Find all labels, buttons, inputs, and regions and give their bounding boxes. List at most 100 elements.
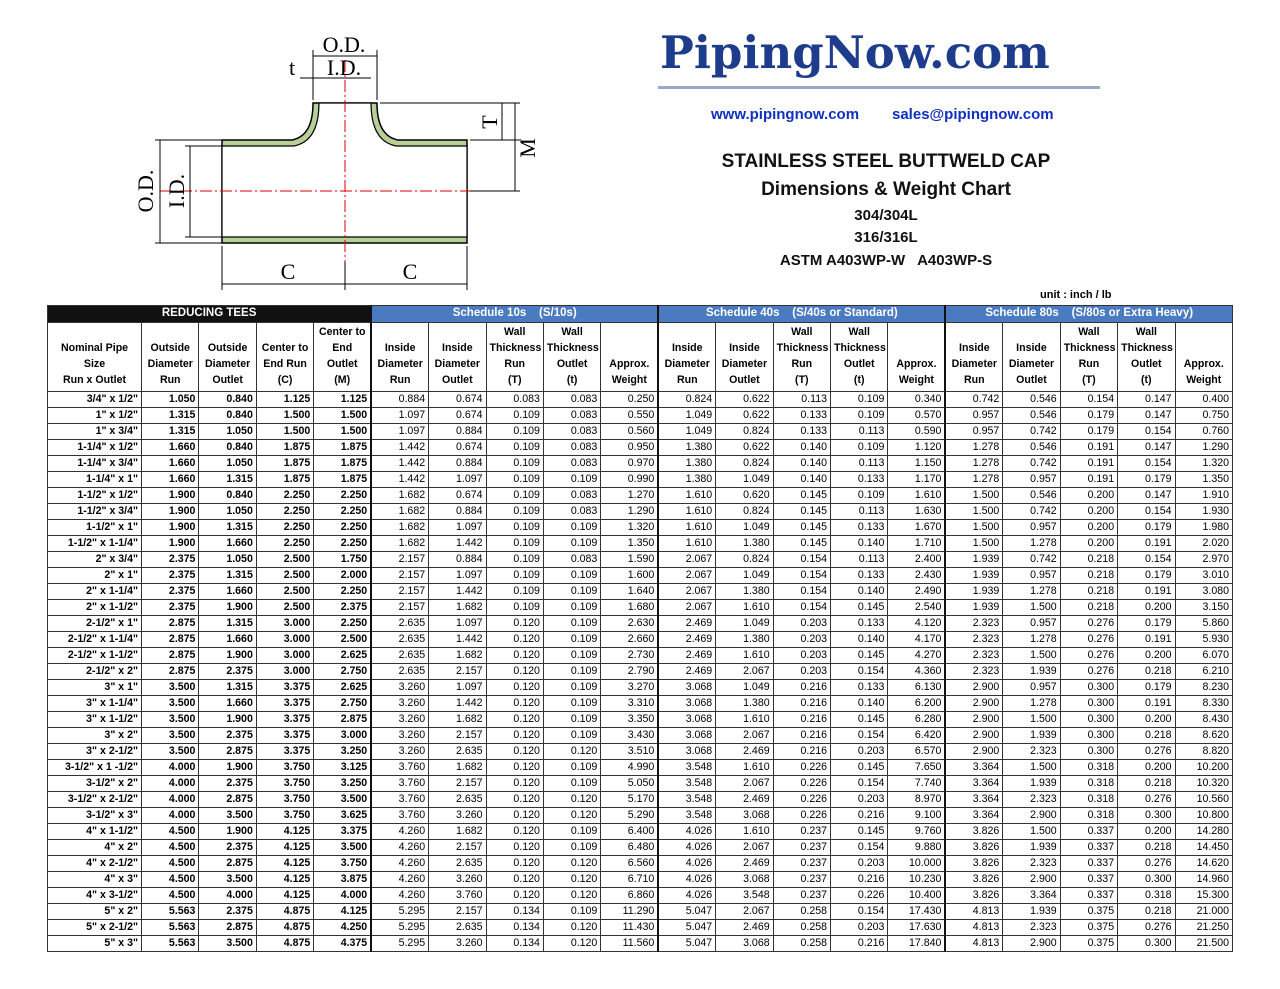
cell-value: 0.133 (830, 519, 889, 536)
cell-value: 0.109 (830, 391, 889, 408)
cell-value: 1.049 (657, 407, 717, 424)
cell-value: 0.824 (715, 551, 774, 568)
cell-value: 2.469 (657, 631, 717, 648)
subtitle: Dimensions & Weight Chart (761, 179, 1011, 200)
cell-value: 0.134 (485, 935, 544, 952)
cell-value: 3.625 (313, 807, 373, 824)
cell-value: 2.250 (313, 583, 373, 600)
cell-value: 0.203 (830, 855, 889, 872)
cell-value: 0.120 (485, 615, 544, 632)
cell-value: 0.179 (1117, 679, 1176, 696)
cell-value: 1.660 (198, 583, 257, 600)
cell-value: 0.237 (772, 887, 832, 904)
cell-value: 2.250 (313, 519, 373, 536)
cell-value: 1.610 (715, 647, 774, 664)
cell-value: 2.500 (313, 631, 373, 648)
cell-value: 0.884 (428, 423, 487, 440)
cell-value: 4.000 (141, 775, 200, 792)
title: STAINLESS STEEL BUTTWELD CAP (721, 151, 1051, 172)
cell-value: 2.375 (198, 775, 257, 792)
cell-value: 0.109 (542, 631, 602, 648)
cell-value: 3.068 (715, 935, 774, 952)
cell-value: 0.109 (830, 487, 889, 504)
cell-value: 0.120 (485, 631, 544, 648)
group-header: Schedule 40s (S/40s or Standard) (657, 305, 947, 323)
cell-value: 1.900 (198, 599, 257, 616)
cell-value: 1.660 (141, 471, 200, 488)
pipe-size: 1-1/4" x 1" (46, 471, 143, 488)
cell-value: 0.154 (772, 599, 832, 616)
group-header: Schedule 80s (S/80s or Extra Heavy) (944, 305, 1234, 323)
cell-value: 2.250 (313, 615, 373, 632)
pipe-size: 1-1/2" x 1" (46, 519, 143, 536)
pipe-size: 4" x 1-1/2" (46, 823, 143, 840)
cell-value: 2.660 (600, 631, 660, 648)
cell-value: 2.067 (715, 663, 774, 680)
cell-value: 1.380 (657, 471, 717, 488)
pipe-size: 2-1/2" x 1-1/4" (46, 631, 143, 648)
cell-value: 0.218 (1117, 775, 1176, 792)
cell-value: 2.067 (715, 775, 774, 792)
cell-value: 0.824 (657, 391, 717, 408)
table-row: 3/4" x 1/2" 1.050 0.840 1.125 1.125 0.884 0.67… (46, 391, 1233, 408)
cell-value: 2.067 (715, 839, 774, 856)
cell-value: 2.157 (428, 775, 487, 792)
cell-value: 0.154 (830, 727, 889, 744)
cell-value: 0.300 (1059, 695, 1119, 712)
cell-value: 2.635 (428, 791, 487, 808)
cell-value: 1.660 (198, 535, 257, 552)
cell-value: 2.323 (1002, 919, 1061, 936)
cell-value: 0.147 (1117, 439, 1176, 456)
cell-value: 0.276 (1117, 791, 1176, 808)
cell-value: 1.320 (600, 519, 660, 536)
cell-value: 3.430 (600, 727, 660, 744)
group-header: Schedule 10s (S/10s) (370, 305, 660, 323)
pipe-size: 3-1/2" x 2-1/2" (46, 791, 143, 808)
cell-value: 0.191 (1059, 455, 1119, 472)
cell-value: 2.020 (1174, 535, 1233, 552)
cell-value: 3.750 (313, 855, 373, 872)
cell-value: 0.109 (542, 695, 602, 712)
pipe-size: 5" x 2" (46, 903, 143, 920)
cell-value: 0.109 (542, 535, 602, 552)
cell-value: 0.957 (1002, 567, 1061, 584)
column-header: Wall Thickness Outlet (t) (542, 322, 602, 392)
cell-value: 3.548 (657, 807, 717, 824)
pipe-size: 5" x 3" (46, 935, 143, 952)
cell-value: 0.750 (1174, 407, 1233, 424)
cell-value: 0.337 (1059, 887, 1119, 904)
cell-value: 0.191 (1117, 695, 1176, 712)
cell-value: 0.113 (830, 551, 889, 568)
email-link[interactable]: sales@pipingnow.com (892, 106, 1054, 123)
cell-value: 1.610 (715, 759, 774, 776)
cell-value: 0.140 (830, 583, 889, 600)
cell-value: 6.200 (887, 695, 947, 712)
cell-value: 0.258 (772, 903, 832, 920)
cell-value: 3.068 (657, 711, 717, 728)
cell-value: 0.120 (485, 823, 544, 840)
cell-value: 3.260 (428, 935, 487, 952)
cell-value: 3.760 (370, 807, 430, 824)
cell-value: 2.900 (1002, 807, 1061, 824)
cell-value: 1.875 (313, 471, 373, 488)
cell-value: 0.674 (428, 439, 487, 456)
cell-value: 0.300 (1117, 935, 1176, 952)
dimension-table: REDUCING TEES Schedule 10s (S/10s) Schedul… (46, 305, 1234, 952)
cell-value: 1.939 (944, 567, 1004, 584)
table-row: 3" x 2" 3.500 2.375 3.375 3.000 3.260 2.157 0.1… (46, 727, 1233, 744)
website-link[interactable]: www.pipingnow.com (711, 106, 860, 123)
cell-value: 2.730 (600, 647, 660, 664)
cell-value: 0.200 (1059, 519, 1119, 536)
table-row: 1" x 3/4" 1.315 1.050 1.500 1.500 1.097 0.884 0… (46, 423, 1233, 440)
cell-value: 2.900 (1002, 935, 1061, 952)
cell-value: 3.500 (141, 695, 200, 712)
cell-value: 2.157 (370, 599, 430, 616)
column-header: Inside Diameter Outlet (715, 322, 774, 392)
cell-value: 0.109 (542, 471, 602, 488)
cell-value: 3.826 (944, 839, 1004, 856)
cell-value: 0.840 (198, 487, 257, 504)
logo[interactable]: PipingNow.com (660, 26, 1050, 79)
pipe-size: 4" x 3-1/2" (46, 887, 143, 904)
cell-value: 4.000 (141, 791, 200, 808)
cell-value: 3.364 (1002, 887, 1061, 904)
